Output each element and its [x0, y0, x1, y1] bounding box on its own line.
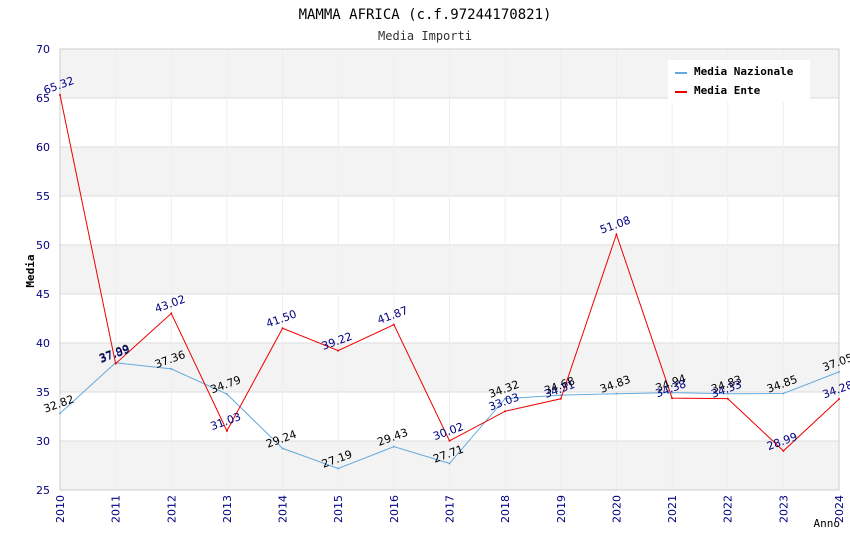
data-label: 31.03 [209, 410, 243, 433]
data-point [559, 397, 562, 400]
data-point [170, 312, 173, 315]
data-point [337, 349, 340, 352]
data-point [448, 462, 451, 465]
chart-subtitle: Media Importi [378, 29, 472, 43]
plot-area-border [59, 48, 840, 491]
legend-label-media-ente: Media Ente [694, 84, 761, 97]
x-tick-label: 2012 [165, 495, 178, 523]
x-axis-label: Anno [814, 517, 841, 530]
data-label: 43.02 [153, 293, 187, 316]
y-tick-label: 35 [36, 386, 50, 399]
x-axis-ticks: 2010 2011 2012 2013 2014 2015 2016 2017 2018 2019… [54, 495, 846, 523]
x-tick-label: 2019 [555, 495, 568, 523]
data-point [615, 392, 618, 395]
y-tick-label: 45 [36, 288, 50, 301]
data-label: 41.50 [264, 308, 298, 331]
y-tick-label: 25 [36, 484, 50, 497]
x-tick-label: 2015 [332, 495, 345, 523]
data-point [838, 370, 840, 373]
data-point [281, 447, 284, 450]
x-tick-label: 2020 [610, 495, 623, 523]
data-point [782, 392, 785, 395]
data-point [59, 93, 61, 96]
data-point [671, 391, 674, 394]
data-point [671, 397, 674, 400]
data-point [225, 393, 228, 396]
y-tick-label: 55 [36, 190, 50, 203]
data-point [615, 233, 618, 236]
x-tick-label: 2014 [277, 495, 290, 523]
y-tick-label: 30 [36, 435, 50, 448]
y-axis-ticks: 25 30 35 40 45 50 55 60 65 70 [36, 43, 50, 497]
x-tick-label: 2021 [666, 495, 679, 523]
x-tick-label: 2023 [777, 495, 790, 523]
data-point [559, 394, 562, 397]
legend-box [668, 60, 810, 102]
data-point [838, 398, 840, 401]
series-layer [59, 93, 840, 470]
y-axis-label: Media [24, 254, 37, 287]
data-point [392, 445, 395, 448]
data-label: 51.08 [598, 214, 632, 237]
data-point [726, 397, 729, 400]
x-tick-label: 2018 [499, 495, 512, 523]
legend: Media Nazionale Media Ente [668, 60, 810, 102]
x-tick-label: 2011 [110, 495, 123, 523]
x-tick-label: 2024 [833, 495, 846, 523]
chart-title: MAMMA AFRICA (c.f.97244170821) [299, 7, 552, 23]
data-point [337, 467, 340, 470]
x-tick-label: 2016 [388, 495, 401, 523]
data-label: 30.02 [431, 420, 465, 443]
data-point [170, 367, 173, 370]
data-point [114, 362, 117, 365]
data-point [726, 392, 729, 395]
x-tick-label: 2013 [221, 495, 234, 523]
data-point [59, 412, 61, 415]
x-tick-label: 2022 [722, 495, 735, 523]
data-point [448, 439, 451, 442]
data-point [782, 449, 785, 452]
data-point [504, 410, 507, 413]
legend-label-media-nazionale: Media Nazionale [694, 65, 794, 78]
y-tick-label: 60 [36, 141, 50, 154]
data-point [225, 429, 228, 432]
x-tick-label: 2017 [444, 495, 457, 523]
data-point [281, 327, 284, 330]
x-tick-label: 2010 [54, 495, 67, 523]
y-tick-label: 65 [36, 92, 50, 105]
data-label: 41.87 [376, 304, 410, 327]
y-tick-label: 70 [36, 43, 50, 56]
y-tick-label: 50 [36, 239, 50, 252]
data-point [504, 397, 507, 400]
data-point [392, 323, 395, 326]
y-tick-label: 40 [36, 337, 50, 350]
